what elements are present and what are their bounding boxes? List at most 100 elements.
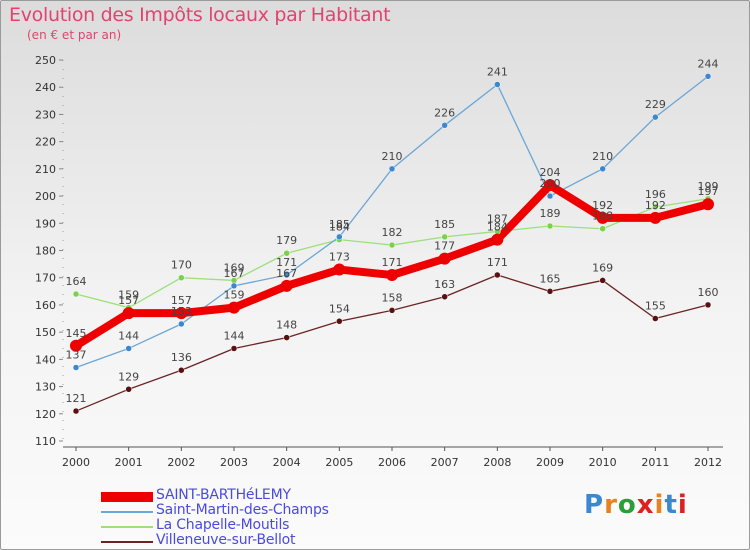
data-point [599, 165, 606, 173]
y-tick-label: 180 [35, 245, 56, 258]
x-tick-label: 2005 [325, 456, 353, 469]
data-point [125, 345, 132, 352]
data-label: 197 [698, 185, 719, 198]
data-point [178, 366, 185, 374]
data-point [441, 122, 448, 129]
data-point [72, 364, 80, 371]
data-label: 169 [592, 261, 613, 274]
data-label: 182 [382, 226, 403, 239]
x-tick-label: 2011 [641, 456, 669, 469]
data-label: 121 [66, 392, 87, 405]
data-label: 189 [540, 207, 561, 220]
y-tick-label: 250 [35, 54, 56, 67]
data-label: 185 [434, 218, 455, 231]
data-label: 200 [540, 177, 561, 190]
x-tick-label: 2009 [536, 456, 564, 469]
y-tick-label: 110 [35, 435, 56, 448]
data-point [178, 320, 185, 328]
data-point [441, 233, 448, 241]
y-tick-label: 220 [35, 136, 56, 149]
data-point [336, 233, 343, 241]
data-point [702, 198, 714, 211]
series-line [75, 75, 709, 369]
data-point [438, 252, 451, 265]
data-label: 144 [118, 329, 139, 342]
data-point [652, 203, 659, 211]
data-label: 192 [645, 199, 666, 212]
data-point [491, 233, 504, 246]
data-point [280, 279, 293, 292]
data-label: 187 [487, 212, 508, 225]
data-label: 144 [224, 329, 245, 342]
data-point [596, 211, 609, 224]
legend-swatch [101, 492, 153, 502]
x-tick-label: 2002 [167, 456, 195, 469]
data-label: 136 [171, 351, 192, 364]
data-label: 153 [171, 305, 192, 318]
y-tick-label: 120 [35, 408, 56, 421]
x-tick-label: 2000 [62, 456, 90, 469]
x-tick-label: 2003 [220, 456, 248, 469]
data-label: 145 [66, 327, 87, 340]
logo-letter: i [654, 490, 665, 520]
data-label: 129 [118, 370, 139, 383]
data-label: 196 [645, 188, 666, 201]
data-label: 185 [329, 218, 350, 231]
chart-subtitle: (en € et par an) [27, 28, 122, 42]
data-point [652, 113, 659, 121]
data-point [70, 339, 82, 352]
data-label: 184 [329, 221, 350, 234]
legend-label: Villeneuve-sur-Bellot [156, 532, 296, 548]
data-label: 164 [66, 275, 87, 288]
logo-letter: t [664, 490, 678, 520]
data-point [649, 211, 662, 224]
logo-letter: i [677, 490, 688, 520]
data-label: 160 [698, 286, 719, 299]
x-tick-label: 2007 [431, 456, 459, 469]
data-point [230, 345, 238, 352]
data-point [178, 274, 185, 281]
logo-letter: P [584, 490, 605, 520]
data-point [228, 301, 240, 314]
data-label: 192 [592, 199, 613, 212]
data-label: 171 [382, 256, 403, 269]
data-label: 171 [487, 256, 508, 269]
logo-letter: o [617, 490, 637, 520]
y-tick-label: 200 [35, 190, 56, 203]
data-label: 157 [171, 294, 192, 307]
data-label: 158 [382, 291, 403, 304]
y-tick-label: 240 [35, 81, 56, 94]
logo-letter: r [604, 490, 618, 520]
x-tick-label: 2012 [694, 456, 722, 469]
data-label: 199 [698, 180, 719, 193]
data-point [388, 241, 396, 249]
y-tick-label: 140 [35, 353, 56, 366]
x-tick-label: 2001 [115, 456, 143, 469]
data-point [652, 315, 659, 322]
data-point [283, 271, 290, 279]
y-tick-label: 190 [35, 217, 56, 230]
x-tick-label: 2008 [483, 456, 511, 469]
data-point [175, 307, 188, 320]
data-label: 188 [592, 210, 613, 223]
proxiti-logo: Proxiti [584, 490, 688, 520]
data-point [122, 307, 135, 320]
data-point [388, 307, 396, 314]
data-label: 241 [487, 65, 508, 78]
data-label: 173 [329, 251, 350, 264]
data-point [546, 288, 554, 295]
data-point [441, 293, 448, 301]
data-label: 229 [645, 98, 666, 111]
data-point [283, 249, 290, 257]
data-point [125, 386, 132, 393]
legend-label: SAINT-BARTHéLEMY [156, 487, 291, 503]
y-tick-label: 210 [35, 163, 56, 176]
y-tick-label: 150 [35, 326, 56, 339]
data-label: 210 [382, 150, 403, 163]
y-tick-label: 160 [35, 299, 56, 312]
data-point [599, 277, 606, 284]
data-label: 163 [434, 278, 455, 291]
data-label: 177 [434, 240, 455, 253]
data-point [494, 81, 501, 88]
